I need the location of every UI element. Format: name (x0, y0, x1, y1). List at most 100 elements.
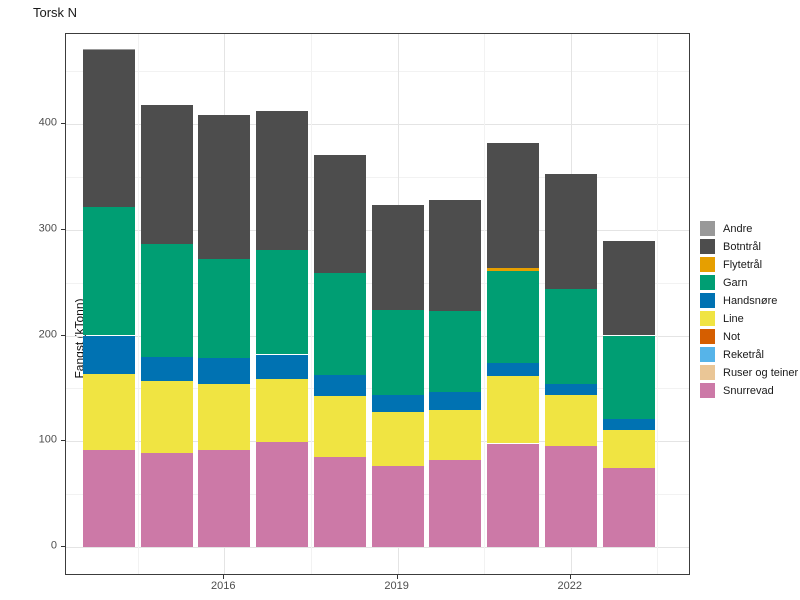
bar-segment-2017-line (256, 378, 309, 443)
bar-segment-2020-snurrevad (429, 460, 482, 548)
gridline-minor-v (310, 34, 312, 574)
bar-segment-2022-snurrevad (544, 445, 597, 548)
y-tick (61, 228, 65, 230)
y-tick-label: 100 (38, 433, 57, 446)
bar-segment-2022-line (544, 394, 597, 446)
legend: Andre Botntrål Flytetrål Garn Handsnøre Line N… (700, 221, 798, 398)
plot-title: Torsk N (33, 5, 78, 20)
bar-segment-2019-handsn-re (371, 394, 424, 412)
bar-segment-2016-handsn-re (198, 357, 251, 385)
legend-item-garn: Garn (700, 275, 798, 290)
bar-segment-2015-line (140, 381, 193, 453)
legend-label: Not (723, 330, 741, 343)
gridline-minor-v (137, 34, 139, 574)
bar-segment-2015-garn (140, 244, 193, 357)
legend-item-ruser-og-teiner: Ruser og teiner (700, 365, 798, 380)
gridline-minor-v (657, 34, 659, 574)
legend-item-snurrevad: Snurrevad (700, 383, 798, 398)
legend-item-reketr-l: Reketrål (700, 347, 798, 362)
bar-segment-2015-snurrevad (140, 453, 193, 548)
bar-segment-2018-handsn-re (313, 374, 366, 396)
y-tick (61, 334, 65, 336)
bar-segment-2014-andre (82, 48, 135, 50)
legend-label: Line (723, 312, 744, 325)
bar-segment-2019-botntr-l (371, 205, 424, 311)
bar-segment-2017-handsn-re (256, 354, 309, 379)
legend-label: Snurrevad (723, 384, 774, 397)
bar-segment-2021-snurrevad (487, 443, 540, 548)
bar-segment-2021-garn (487, 270, 540, 363)
x-tick-label: 2022 (557, 580, 583, 592)
legend-label: Handsnøre (723, 294, 778, 307)
legend-swatch (700, 275, 715, 290)
gridline-major-h (66, 547, 689, 549)
legend-swatch (700, 221, 715, 236)
gridline-minor-v (484, 34, 486, 574)
x-tick-label: 2016 (211, 580, 236, 592)
legend-label: Botntrål (723, 240, 761, 253)
gridline-minor-h (66, 70, 689, 72)
bar-segment-2020-botntr-l (429, 200, 482, 312)
bar-segment-2019-snurrevad (371, 465, 424, 548)
legend-swatch (700, 257, 715, 272)
bar-segment-2020-line (429, 409, 482, 461)
legend-label: Reketrål (723, 348, 764, 361)
legend-swatch (700, 293, 715, 308)
legend-item-botntr-l: Botntrål (700, 239, 798, 254)
legend-label: Flytetrål (723, 258, 763, 271)
bar-segment-2022-garn (544, 288, 597, 385)
y-tick (61, 122, 65, 124)
legend-item-not: Not (700, 329, 798, 344)
bar-segment-2019-garn (371, 310, 424, 395)
y-tick-label: 0 (50, 539, 57, 552)
bar-segment-2017-snurrevad (256, 442, 309, 548)
bar-segment-2019-line (371, 411, 424, 466)
bar-segment-2014-handsn-re (82, 335, 135, 374)
bar-segment-2017-garn (256, 249, 309, 355)
bar-segment-2023-garn (602, 335, 655, 420)
legend-label: Andre (723, 222, 753, 235)
bar-segment-2018-garn (313, 273, 366, 375)
legend-swatch (700, 347, 715, 362)
legend-swatch (700, 365, 715, 380)
bar-segment-2016-snurrevad (198, 449, 251, 548)
bar-segment-2022-botntr-l (544, 173, 597, 289)
bar-segment-2021-flytetr-l (487, 267, 540, 271)
bar-segment-2014-garn (82, 207, 135, 336)
x-tick (396, 575, 398, 579)
y-tick (61, 440, 65, 442)
bar-segment-2014-snurrevad (82, 449, 135, 548)
legend-item-flytetr-l: Flytetrål (700, 257, 798, 272)
legend-swatch (700, 329, 715, 344)
plot-panel: Fangst (kTonn) (65, 33, 690, 575)
bar-segment-2023-handsn-re (602, 419, 655, 430)
bar-segment-2015-handsn-re (140, 356, 193, 381)
bar-segment-2014-botntr-l (82, 49, 135, 208)
legend-item-line: Line (700, 311, 798, 326)
x-tick (569, 575, 571, 579)
bar-segment-2018-botntr-l (313, 154, 366, 274)
bar-segment-2021-line (487, 375, 540, 444)
legend-item-andre: Andre (700, 221, 798, 236)
bar-segment-2021-botntr-l (487, 142, 540, 268)
y-tick-label: 400 (38, 116, 57, 129)
y-tick (61, 546, 65, 548)
bar-segment-2023-line (602, 429, 655, 468)
y-tick-label: 200 (38, 328, 57, 340)
legend-swatch (700, 239, 715, 254)
legend-label: Garn (723, 276, 748, 289)
legend-swatch (700, 311, 715, 326)
gridline-minor-h (66, 176, 689, 178)
bar-segment-2016-garn (198, 259, 251, 358)
bar-segment-2022-handsn-re (544, 384, 597, 395)
bar-segment-2018-line (313, 395, 366, 458)
bar-segment-2021-handsn-re (487, 363, 540, 376)
bar-segment-2016-line (198, 384, 251, 450)
bar-segment-2023-botntr-l (602, 241, 655, 336)
x-tick (223, 575, 225, 579)
bar-segment-2015-botntr-l (140, 104, 193, 245)
bar-segment-2020-handsn-re (429, 391, 482, 410)
x-tick-label: 2019 (384, 580, 409, 592)
gridline-major-h (66, 123, 689, 125)
